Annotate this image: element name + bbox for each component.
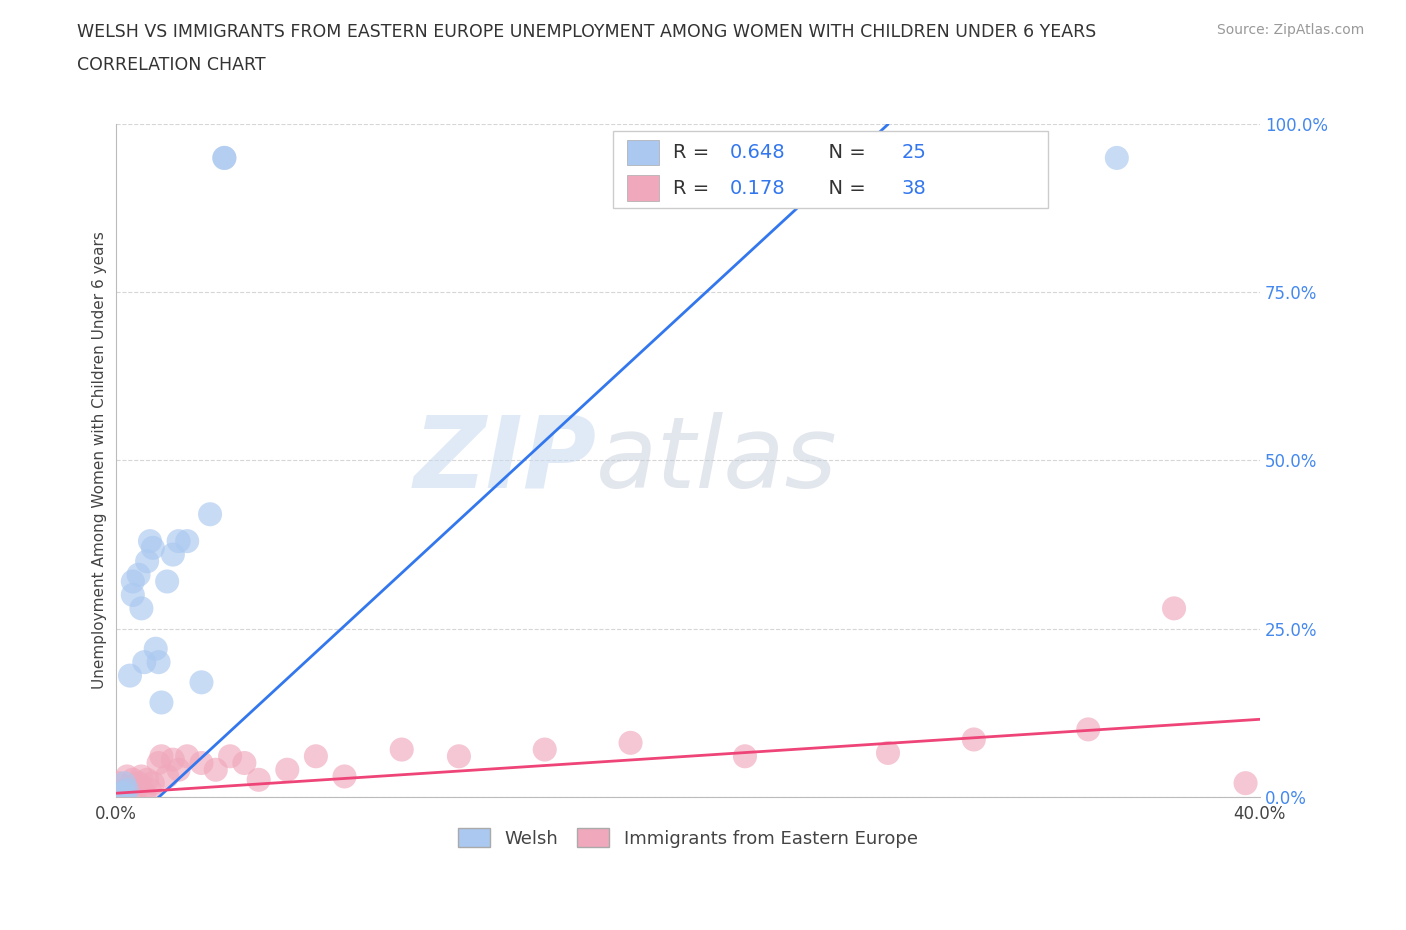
Point xyxy=(107,776,129,790)
Point xyxy=(247,773,270,788)
Text: ZIP: ZIP xyxy=(413,412,596,509)
Point xyxy=(1234,776,1257,790)
FancyBboxPatch shape xyxy=(627,176,659,201)
Point xyxy=(125,782,148,797)
Point xyxy=(619,736,641,751)
Point xyxy=(1163,601,1185,616)
Text: CORRELATION CHART: CORRELATION CHART xyxy=(77,56,266,73)
Point xyxy=(734,749,756,764)
Point xyxy=(110,786,132,801)
Point xyxy=(121,588,143,603)
Point xyxy=(131,769,153,784)
Point xyxy=(148,655,170,670)
Point xyxy=(214,151,236,166)
Point xyxy=(118,668,141,683)
Point xyxy=(190,675,212,690)
FancyBboxPatch shape xyxy=(613,131,1049,208)
Text: 25: 25 xyxy=(901,143,927,162)
Point xyxy=(150,695,173,710)
Point xyxy=(963,732,986,747)
Point xyxy=(233,755,256,770)
Point xyxy=(176,534,198,549)
Text: Source: ZipAtlas.com: Source: ZipAtlas.com xyxy=(1216,23,1364,37)
Point xyxy=(391,742,413,757)
Point xyxy=(877,746,900,761)
Point xyxy=(112,786,135,801)
Point xyxy=(162,752,184,767)
Text: R =: R = xyxy=(673,179,721,198)
Point xyxy=(219,749,242,764)
Point xyxy=(145,642,167,657)
Point xyxy=(167,763,190,777)
Legend: Welsh, Immigrants from Eastern Europe: Welsh, Immigrants from Eastern Europe xyxy=(451,821,925,855)
Y-axis label: Unemployment Among Women with Children Under 6 years: Unemployment Among Women with Children U… xyxy=(93,232,107,689)
Point xyxy=(204,763,226,777)
Point xyxy=(198,507,221,522)
Point xyxy=(136,554,159,569)
Point xyxy=(139,782,162,797)
Point xyxy=(139,534,162,549)
Point xyxy=(104,786,127,801)
Text: 0.178: 0.178 xyxy=(730,179,786,198)
Point xyxy=(128,567,150,582)
Point xyxy=(214,151,236,166)
Point xyxy=(110,786,132,801)
Point xyxy=(150,749,173,764)
Text: 0.648: 0.648 xyxy=(730,143,786,162)
Point xyxy=(131,601,153,616)
Point xyxy=(156,574,179,589)
Point xyxy=(115,769,138,784)
Text: R =: R = xyxy=(673,143,716,162)
Point xyxy=(142,540,165,555)
Point xyxy=(333,769,356,784)
Point xyxy=(134,655,156,670)
FancyBboxPatch shape xyxy=(627,140,659,166)
Point xyxy=(121,773,143,788)
Point xyxy=(276,763,298,777)
Point xyxy=(115,782,138,797)
Point xyxy=(128,776,150,790)
Text: N =: N = xyxy=(815,143,872,162)
Point xyxy=(156,769,179,784)
Point xyxy=(447,749,470,764)
Text: atlas: atlas xyxy=(596,412,838,509)
Point xyxy=(190,755,212,770)
Point xyxy=(533,742,555,757)
Point xyxy=(121,574,143,589)
Point xyxy=(176,749,198,764)
Text: N =: N = xyxy=(815,179,872,198)
Point xyxy=(167,534,190,549)
Point xyxy=(162,547,184,562)
Point xyxy=(1077,722,1099,737)
Point xyxy=(136,773,159,788)
Point xyxy=(148,755,170,770)
Point xyxy=(118,779,141,794)
Text: 38: 38 xyxy=(901,179,927,198)
Point xyxy=(134,786,156,801)
Point xyxy=(1105,151,1128,166)
Point xyxy=(112,776,135,790)
Text: WELSH VS IMMIGRANTS FROM EASTERN EUROPE UNEMPLOYMENT AMONG WOMEN WITH CHILDREN U: WELSH VS IMMIGRANTS FROM EASTERN EUROPE … xyxy=(77,23,1097,41)
Point xyxy=(305,749,328,764)
Point xyxy=(112,782,135,797)
Point xyxy=(142,776,165,790)
